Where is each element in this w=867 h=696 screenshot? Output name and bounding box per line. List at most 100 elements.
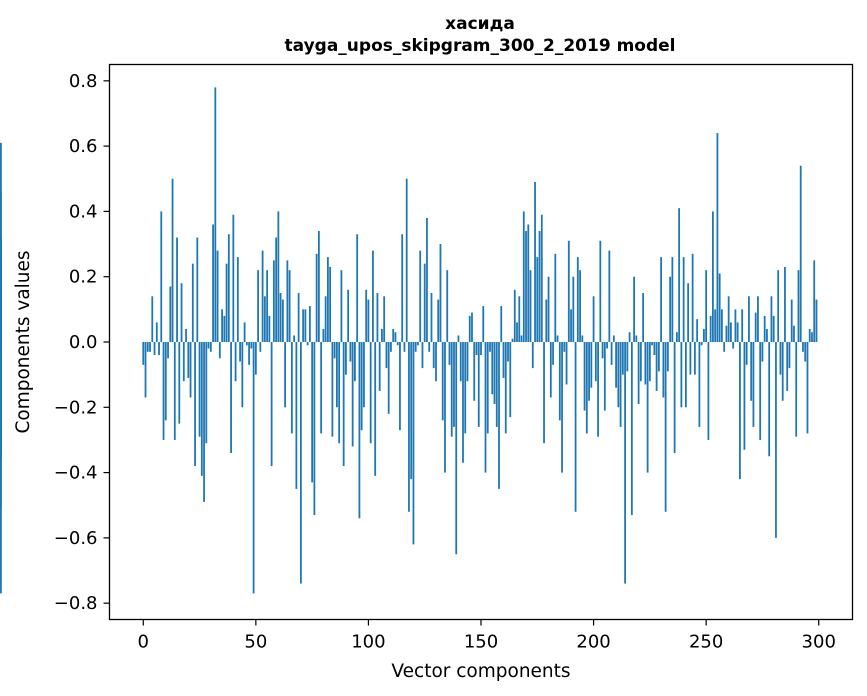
- bar: [455, 342, 458, 555]
- bar: [806, 342, 809, 434]
- bar: [372, 250, 374, 342]
- bar: [417, 342, 419, 346]
- x-tick-label: 50: [244, 632, 267, 653]
- bar: [630, 342, 633, 516]
- bar: [757, 296, 759, 342]
- bar: [700, 342, 703, 346]
- bar: [691, 253, 694, 342]
- bar: [288, 270, 291, 342]
- bar: [705, 270, 708, 342]
- bar: [299, 342, 302, 584]
- bar: [518, 296, 521, 342]
- bar: [680, 342, 683, 408]
- bar: [507, 342, 509, 362]
- bar: [693, 342, 696, 375]
- bar: [155, 322, 158, 342]
- bar: [581, 335, 584, 342]
- y-tick-label: 0.8: [69, 71, 98, 92]
- bar: [374, 342, 377, 476]
- x-axis-label: Vector components: [391, 661, 570, 682]
- bar: [354, 342, 356, 382]
- bar: [209, 342, 212, 352]
- bar: [173, 342, 176, 440]
- bar: [811, 332, 813, 342]
- bar: [376, 293, 379, 342]
- bar: [171, 178, 174, 342]
- bar: [221, 309, 223, 342]
- bar: [790, 299, 793, 342]
- bar: [475, 342, 478, 356]
- bar: [205, 342, 208, 444]
- bar: [245, 342, 248, 346]
- bar: [572, 276, 575, 342]
- bars-group: [0, 87, 818, 594]
- bar: [531, 342, 534, 369]
- bar: [511, 338, 514, 342]
- bar: [270, 342, 273, 467]
- bar: [624, 342, 626, 584]
- bar: [777, 270, 780, 342]
- bar: [743, 342, 746, 450]
- bar: [621, 342, 624, 375]
- bar: [297, 293, 300, 342]
- bar: [574, 342, 577, 512]
- bar: [545, 299, 548, 342]
- chart-title: хасида: [445, 14, 515, 34]
- x-tick-label: 0: [138, 632, 149, 653]
- bar: [187, 342, 190, 378]
- y-axis-label: Components values: [13, 250, 34, 433]
- bar: [466, 342, 469, 382]
- bar: [252, 342, 255, 594]
- bar: [435, 342, 437, 382]
- bar: [295, 342, 298, 489]
- bar: [601, 342, 604, 359]
- bar: [682, 257, 685, 342]
- bar: [597, 342, 599, 437]
- bar: [498, 342, 500, 489]
- bar: [500, 306, 503, 342]
- bar: [419, 250, 422, 342]
- bar: [603, 342, 606, 411]
- bar: [200, 342, 203, 476]
- bar: [471, 312, 473, 342]
- bar: [648, 342, 651, 382]
- bar: [748, 296, 750, 342]
- bar: [225, 263, 228, 342]
- bar: [182, 342, 185, 382]
- bar: [644, 342, 647, 385]
- bar: [261, 250, 264, 342]
- bar: [279, 293, 282, 342]
- bar: [509, 342, 512, 418]
- bar: [394, 332, 397, 342]
- bar: [349, 342, 352, 362]
- x-tick-label: 200: [576, 632, 610, 653]
- bar: [284, 342, 287, 408]
- bar: [405, 178, 408, 342]
- bar: [408, 342, 410, 512]
- bar: [750, 342, 753, 401]
- bar: [799, 165, 802, 342]
- bar: [248, 342, 250, 365]
- bar: [567, 240, 570, 342]
- bar: [444, 342, 446, 473]
- bar: [441, 342, 444, 421]
- bar: [766, 328, 768, 342]
- bar: [727, 296, 730, 342]
- bar: [144, 342, 147, 398]
- bar: [390, 342, 392, 352]
- bar: [552, 342, 554, 365]
- chart-subtitle: tayga_upos_skipgram_300_2_2019 model: [285, 36, 676, 56]
- y-tick-label: 0.6: [69, 136, 98, 157]
- bar: [653, 342, 656, 356]
- bar: [423, 263, 426, 342]
- bar: [347, 289, 350, 342]
- bar: [698, 342, 701, 427]
- bar: [633, 276, 635, 342]
- bar: [311, 342, 314, 483]
- bar: [716, 133, 719, 342]
- x-tick-label: 300: [802, 632, 836, 653]
- bar: [592, 296, 595, 342]
- y-tick-label: 0.4: [69, 201, 98, 222]
- bar: [543, 342, 545, 444]
- bar: [606, 342, 608, 349]
